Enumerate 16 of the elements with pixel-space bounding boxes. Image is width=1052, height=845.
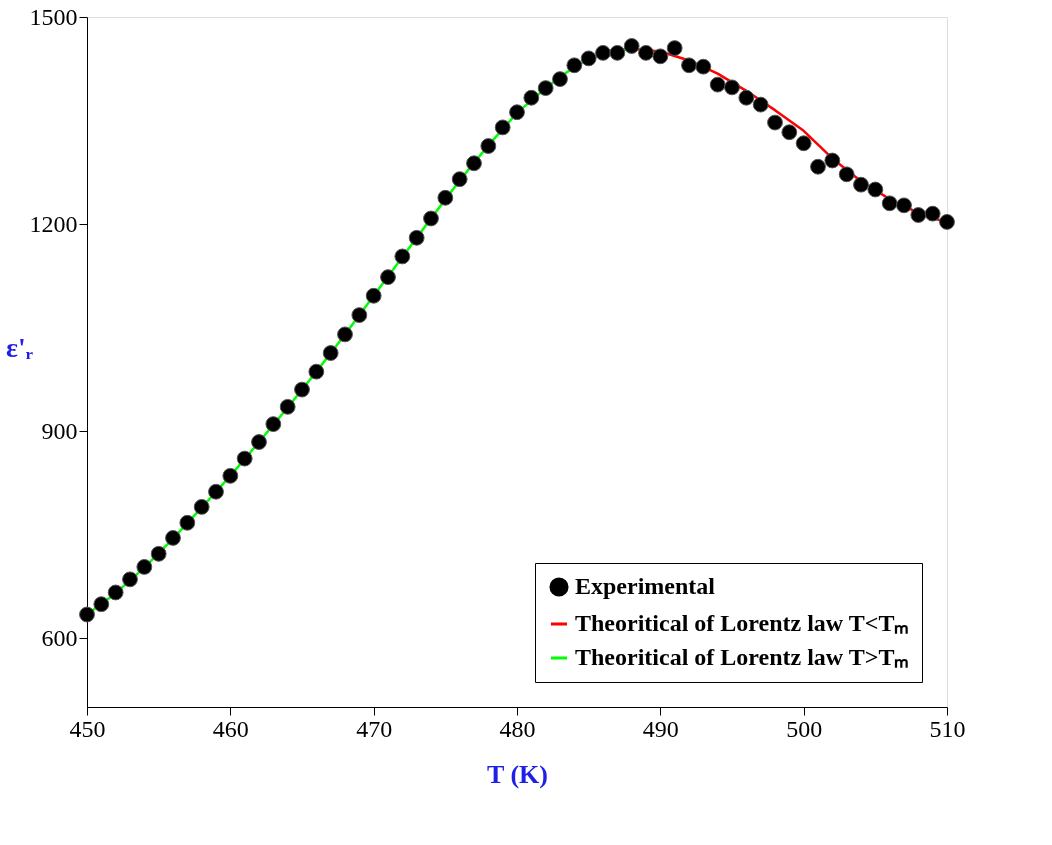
y-axis-title: ε'ᵣ [6,331,33,363]
x-axis-title: T (K) [487,759,548,789]
y-tick-label: 600 [41,624,78,651]
x-tick-label: 490 [642,715,679,742]
x-tick-label: 510 [929,715,966,742]
x-tick-label: 480 [499,715,536,742]
y-tick-label: 900 [41,417,78,444]
legend-label: Experimental [575,573,716,599]
legend-label: Theoritical of Lorentz law T>Tₘ [575,644,910,670]
x-tick-label: 500 [786,715,823,742]
x-tick-label: 450 [69,715,106,742]
x-tick-label: 470 [356,715,393,742]
legend-label: Theoritical of Lorentz law T<Tₘ [575,610,910,636]
x-tick-label: 460 [212,715,249,742]
y-tick-label: 1200 [29,210,78,237]
y-tick-label: 1500 [29,3,78,30]
